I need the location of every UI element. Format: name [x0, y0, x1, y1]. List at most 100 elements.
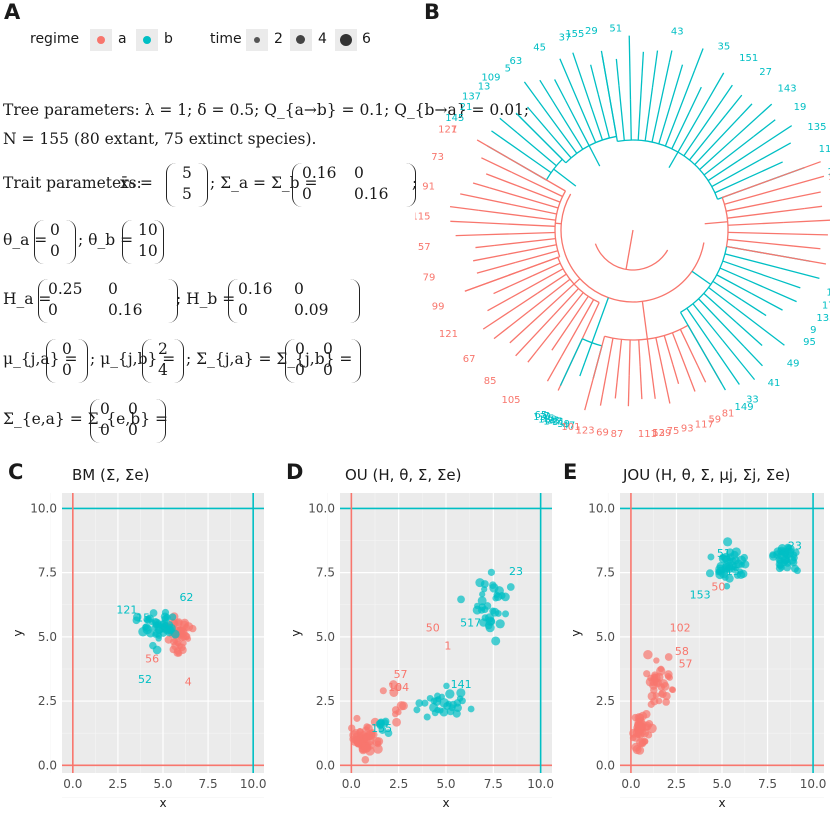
data-point — [477, 596, 487, 606]
clade-arc — [680, 246, 728, 313]
tip-branch — [590, 64, 599, 95]
data-point — [151, 618, 160, 626]
time-4-label: 4 — [318, 31, 327, 47]
data-point — [789, 558, 798, 567]
tip-branch — [778, 161, 821, 178]
data-point — [485, 623, 495, 633]
data-point — [161, 608, 170, 617]
tip-branch — [666, 391, 671, 404]
tip-branch — [783, 219, 830, 224]
theta-a-vector-top: 0 — [50, 221, 60, 239]
branch — [516, 256, 559, 273]
tip-label: 67 — [463, 354, 476, 365]
branch — [671, 111, 690, 150]
panel-d-letter: D — [286, 460, 304, 484]
data-point — [168, 613, 177, 621]
branch — [727, 231, 808, 235]
sigma-e-matrix-21: 0 — [100, 421, 110, 439]
mu-a-vector-top: 0 — [62, 340, 72, 358]
branch — [572, 338, 583, 360]
sigma-j-matrix-22: 0 — [323, 361, 333, 379]
data-point — [769, 552, 778, 561]
data-points — [629, 537, 801, 755]
tip-label: 69 — [596, 428, 609, 439]
data-point — [782, 551, 789, 558]
theta-a-vector-bracket — [34, 220, 76, 264]
y-tick-label: 2.5 — [38, 694, 57, 708]
theta-b-vector-bottom: 10 — [138, 242, 158, 260]
x-tick-label: 0.0 — [621, 777, 640, 791]
panel-b-letter: B — [424, 0, 441, 24]
sigma-e-matrix-11: 0 — [100, 400, 110, 418]
y-tick-label: 2.5 — [596, 694, 615, 708]
branch — [628, 339, 631, 376]
sigma-j-label: ; Σ_{j,a} = Σ_{j,b} = — [186, 350, 353, 368]
tip-label: 73 — [431, 152, 444, 163]
tree-params-line1: Tree parameters: λ = 1; δ = 0.5; Q_{a→b}… — [3, 101, 530, 119]
tip-label: 149 — [735, 402, 754, 413]
point-label: 56 — [145, 653, 159, 666]
tip-label: 109 — [481, 72, 500, 83]
tip-branch — [481, 157, 513, 173]
data-point — [491, 636, 501, 646]
root-arc — [560, 193, 705, 303]
time-6-key-icon — [340, 34, 352, 46]
tip-branch — [473, 253, 509, 262]
point-label: 51 — [717, 547, 731, 560]
branch — [727, 221, 784, 226]
point-label: 57 — [679, 658, 693, 671]
data-point — [725, 564, 734, 573]
y-axis-label: y — [289, 629, 303, 636]
tip-branch — [559, 359, 574, 386]
tip-branch — [782, 191, 821, 201]
tip-label: 115 — [415, 212, 431, 223]
data-point — [718, 569, 729, 579]
tip-branch — [725, 94, 743, 116]
sigma-j-matrix-bracket — [285, 339, 361, 383]
clade-stem — [588, 145, 601, 167]
branch — [543, 140, 563, 160]
data-point — [502, 610, 510, 618]
data-point — [669, 686, 677, 694]
data-point — [421, 699, 429, 707]
tip-branch — [695, 338, 726, 391]
tip-branch — [579, 362, 586, 377]
tip-branch — [523, 81, 540, 102]
tip-branch — [539, 79, 554, 102]
tip-branch — [688, 86, 702, 113]
y-tick-label: 7.5 — [38, 566, 57, 580]
data-point — [653, 657, 660, 664]
branch — [536, 292, 584, 352]
tip-label: 27 — [759, 67, 772, 78]
tip-branch — [721, 84, 733, 102]
x-tick-label: 10.0 — [800, 777, 827, 791]
tip-label: 101 — [561, 422, 580, 433]
clade-stem — [573, 278, 581, 285]
tree-params-line2: N = 155 (80 extant, 75 extinct species). — [3, 130, 317, 148]
tip-branch — [476, 261, 516, 274]
clade-arc — [617, 139, 719, 200]
mu-a-label: μ_{j,a} = — [3, 350, 78, 368]
point-label: 15 — [136, 611, 150, 624]
tip-branch — [707, 72, 725, 100]
sigma-matrix-bracket — [292, 163, 416, 207]
tip-branch — [493, 311, 529, 340]
x-axis-label: x — [718, 796, 725, 810]
tip-label: 43 — [671, 27, 684, 38]
branch — [637, 73, 643, 141]
x-tick-label: 7.5 — [758, 777, 777, 791]
tip-label: 99 — [432, 301, 445, 312]
clade-stem — [641, 301, 649, 340]
root-branch — [625, 229, 634, 270]
mu-b-label: ; μ_{j,b} = — [90, 350, 176, 368]
point-label: 57 — [394, 668, 408, 681]
h-a-matrix-22: 0.16 — [108, 301, 143, 319]
branch — [677, 98, 710, 153]
data-point — [384, 729, 393, 737]
data-point — [495, 619, 505, 629]
tree-tip-labels: 3579111315171921232527293133353739414345… — [415, 23, 830, 440]
x-tick-label: 5.0 — [153, 777, 172, 791]
point-label: 141 — [451, 678, 472, 691]
tip-label: 155 — [565, 29, 584, 40]
data-point — [719, 553, 726, 560]
